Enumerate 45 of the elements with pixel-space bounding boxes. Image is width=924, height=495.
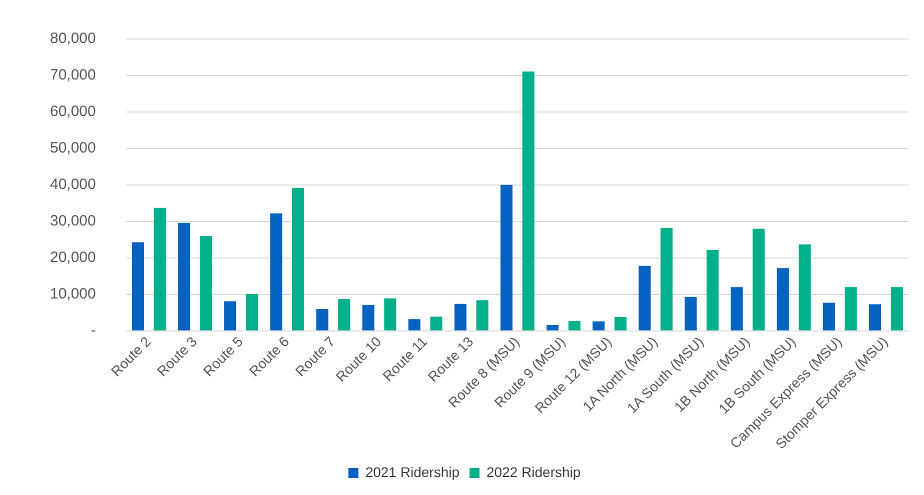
bar — [684, 296, 697, 330]
bar — [154, 208, 166, 330]
bar — [752, 228, 765, 330]
bar — [384, 298, 396, 330]
y-tick-label: 50,000 — [50, 140, 96, 157]
y-tick-label: 70,000 — [50, 66, 96, 84]
bar — [522, 71, 534, 330]
bar — [224, 301, 236, 330]
bar — [408, 319, 420, 330]
bar — [454, 304, 466, 330]
bar — [706, 250, 719, 330]
bar — [869, 304, 882, 330]
bar — [638, 266, 651, 330]
y-tick-label: 30,000 — [50, 212, 96, 230]
bar — [592, 321, 605, 330]
bar — [362, 304, 374, 330]
bar — [822, 302, 835, 330]
bar — [730, 287, 743, 330]
bar — [500, 184, 513, 330]
bar — [844, 287, 857, 330]
bar — [316, 308, 328, 330]
legend-label: 2022 Ridership — [486, 464, 581, 480]
bar — [270, 213, 282, 330]
bar — [660, 228, 673, 330]
bar — [178, 222, 190, 330]
bar — [338, 299, 350, 330]
bar — [292, 188, 304, 330]
y-tick-label: 40,000 — [50, 176, 96, 194]
bar — [890, 287, 903, 330]
legend-label: 2021 Ridership — [365, 464, 460, 480]
bar — [546, 325, 559, 330]
bar — [476, 300, 488, 330]
bar — [776, 268, 789, 330]
y-tick-label: 10,000 — [50, 286, 96, 303]
y-tick-label: 80,000 — [50, 30, 96, 48]
y-tick-label: 60,000 — [50, 103, 96, 120]
bar — [132, 242, 144, 330]
bar — [798, 244, 811, 330]
bar — [200, 236, 212, 330]
bar — [430, 316, 442, 330]
y-tick-label: 20,000 — [50, 249, 96, 266]
y-tick-label: - — [90, 322, 96, 339]
bar — [614, 316, 627, 330]
bar — [568, 321, 580, 330]
bar — [246, 294, 258, 330]
